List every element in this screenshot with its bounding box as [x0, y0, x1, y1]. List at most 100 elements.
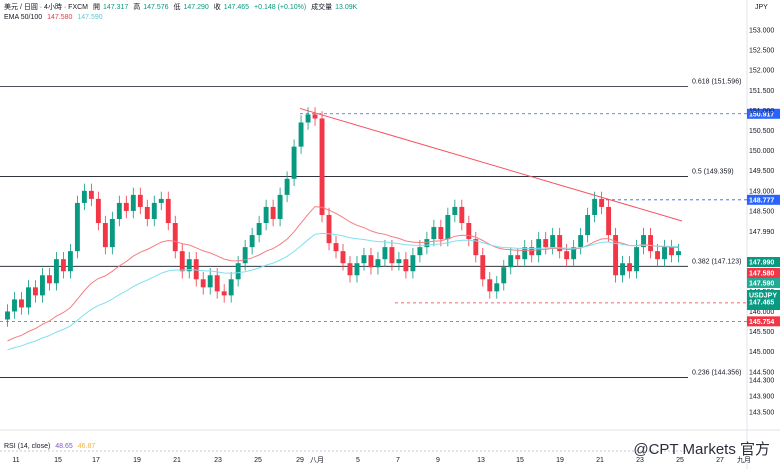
price-tag: [747, 290, 780, 310]
red-level-tag-text: 145.754: [749, 319, 774, 326]
candle-body: [242, 247, 248, 264]
price-tag: [747, 268, 780, 278]
candle-body: [158, 198, 164, 203]
candle-body: [452, 206, 458, 215]
candle-body: [396, 259, 402, 264]
price-axis-tick: 146.000: [749, 309, 774, 316]
candle-body: [368, 255, 374, 268]
price-axis-tick: 147.990: [749, 229, 774, 236]
candle-body: [557, 235, 563, 252]
date-axis-tick: 9: [436, 457, 440, 464]
candle-body: [669, 247, 674, 256]
candle-body: [606, 206, 612, 236]
price-axis-tick: 150.000: [749, 148, 774, 155]
low-value: 147.290: [183, 4, 209, 11]
candle-body: [648, 235, 653, 252]
volume-label: 成交量: [311, 4, 333, 11]
candle-body: [12, 299, 17, 312]
candle-body: [249, 235, 255, 248]
high-label: 高: [133, 4, 141, 11]
open-value: 147.317: [102, 4, 129, 11]
price-axis-tick: 144.500: [749, 369, 774, 376]
candle-body: [466, 223, 472, 240]
fib-level-label: 0.5 (149.359): [692, 168, 734, 175]
date-axis-tick: 7: [396, 457, 400, 464]
candle-body: [424, 239, 430, 248]
candle-body: [298, 122, 304, 147]
candle-body: [193, 259, 199, 280]
price-tag-sub: 147.465: [749, 300, 774, 307]
change-value: +0.148 (+0.10%): [254, 4, 307, 11]
candle-body: [235, 263, 241, 280]
candle-body: [389, 247, 395, 264]
candle-body: [137, 194, 143, 207]
currency-label: JPY: [755, 4, 768, 11]
candle-body: [522, 247, 528, 260]
price-tag: [747, 257, 780, 267]
price-axis-tick: 150.500: [749, 128, 774, 135]
price-axis-tick: 149.000: [749, 188, 774, 195]
blue-level-tag: [747, 194, 780, 205]
watermark: @CPT Markets 官方: [633, 441, 770, 458]
close-label: 收: [213, 4, 221, 11]
candle-body: [564, 251, 570, 260]
candle-body: [403, 259, 409, 272]
price-tag: [747, 278, 780, 288]
date-axis-tick: 11: [12, 457, 19, 464]
open-label: 開: [92, 4, 100, 11]
candle-body: [228, 279, 234, 296]
candle-body: [221, 291, 227, 296]
candle-body: [578, 235, 584, 248]
candle-body: [354, 263, 360, 276]
candle-body: [543, 239, 549, 248]
ema50-line: [7, 206, 679, 342]
candle-body: [116, 202, 122, 219]
ema100-value: 147.590: [77, 14, 103, 21]
candle-body: [662, 247, 667, 260]
price-axis-tick: 152.500: [749, 48, 774, 55]
candle-body: [53, 259, 59, 284]
candle-body: [410, 255, 416, 272]
candle-body: [263, 206, 269, 224]
candle-body: [641, 235, 647, 248]
candle-body: [284, 178, 290, 195]
candle-body: [508, 255, 514, 268]
date-axis-tick: 19: [133, 457, 141, 464]
date-axis-tick: 19: [556, 457, 564, 464]
candle-body: [627, 263, 633, 272]
candle-body: [130, 194, 136, 211]
rsi-value-1: 48.65: [55, 443, 73, 450]
candle-body: [95, 198, 101, 224]
fib-level-label: 0.618 (151.596): [692, 78, 741, 85]
price-axis-tick: 143.500: [749, 409, 774, 416]
price-tag-label: 147.590: [749, 281, 774, 288]
price-axis-tick: 152.000: [749, 68, 774, 75]
candle-body: [214, 275, 220, 292]
candle-body: [333, 243, 339, 252]
candle-body: [445, 214, 451, 240]
candle-body: [74, 202, 80, 252]
date-axis-tick: 九月: [737, 455, 751, 464]
candle-body: [144, 206, 150, 219]
downtrend-line[interactable]: [299, 107, 683, 222]
candle-body: [676, 251, 681, 256]
candle-body: [33, 287, 38, 296]
price-tag-label: 147.990: [749, 260, 774, 267]
candle-body: [46, 275, 52, 284]
symbol-title[interactable]: 美元 / 日圓 · 4小時 · FXCM: [4, 4, 88, 11]
candle-body: [291, 146, 297, 179]
blue-level-tag-text: 150.917: [749, 111, 774, 118]
candle-body: [550, 235, 556, 248]
candle-body: [459, 206, 465, 224]
candle-body: [620, 263, 626, 276]
price-axis-tick: 144.300: [749, 377, 774, 384]
candle-body: [186, 259, 192, 272]
rsi-legend[interactable]: RSI (14, close) 48.65 46.87: [4, 442, 98, 451]
rsi-value-2: 46.87: [77, 443, 96, 450]
fib-level-label: 0.236 (144.356): [692, 370, 741, 377]
volume-value: 13.09K: [335, 4, 358, 11]
close-value: 147.465: [223, 4, 250, 11]
red-level-tag: [747, 316, 780, 327]
ema-legend[interactable]: EMA 50/100 147.580 147.590: [4, 13, 106, 22]
